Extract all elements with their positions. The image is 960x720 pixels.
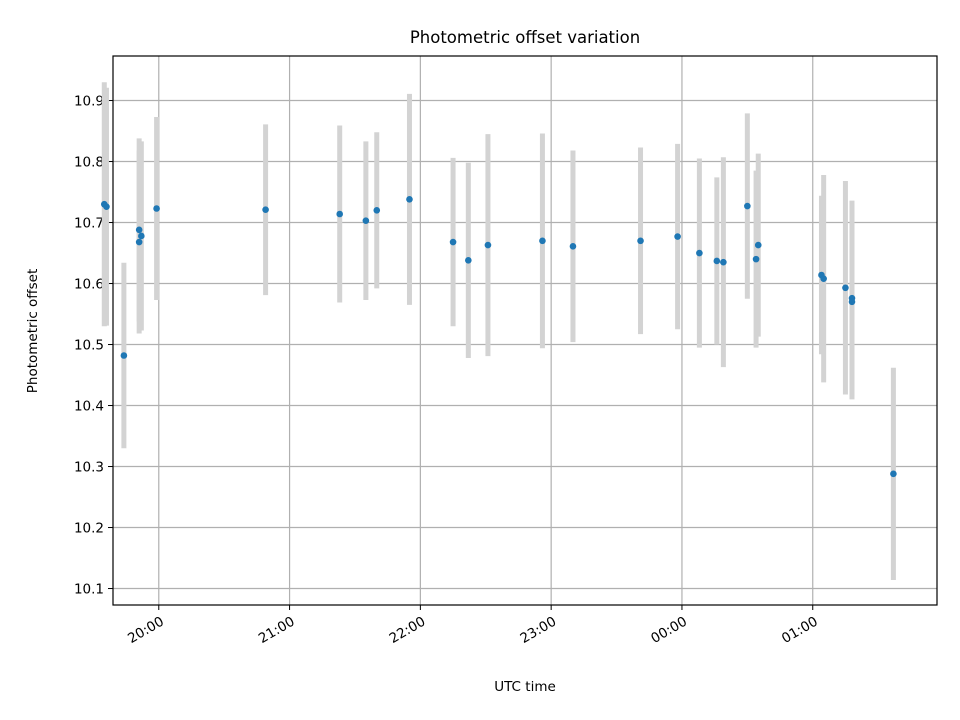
y-tick-label: 10.1 (74, 582, 104, 598)
data-point (842, 284, 849, 292)
data-point (674, 233, 681, 240)
y-tick-label: 10.4 (74, 399, 104, 415)
data-point (848, 298, 856, 306)
y-tick-label: 10.8 (74, 155, 104, 171)
data-point (465, 257, 472, 264)
data-point (362, 217, 370, 224)
x-axis-label: UTC time (494, 679, 556, 695)
y-axis-label: Photometric offset (25, 269, 41, 393)
data-point (153, 205, 160, 212)
data-point (539, 237, 546, 245)
data-point (135, 238, 143, 246)
data-point (696, 249, 703, 257)
chart-title: Photometric offset variation (410, 28, 640, 47)
data-points (100, 196, 897, 478)
data-point (120, 352, 128, 359)
data-point (890, 470, 897, 478)
y-tick-label: 10.9 (74, 94, 104, 110)
data-point (720, 258, 727, 266)
data-point (103, 203, 110, 210)
y-tick-label: 10.5 (74, 338, 104, 354)
y-tick-label: 10.2 (74, 521, 104, 537)
data-point (406, 196, 413, 203)
data-point (713, 257, 721, 265)
data-point (744, 202, 751, 210)
y-tick-label: 10.7 (74, 216, 104, 232)
data-point (637, 237, 644, 245)
y-tick-label: 10.6 (74, 277, 104, 293)
data-point (569, 243, 577, 250)
data-point (262, 206, 269, 214)
data-point (754, 241, 762, 249)
data-point (449, 238, 457, 246)
y-axis-ticks: 10.1 10.2 10.3 10.4 10.5 10.6 10.7 10.8 10.9 (74, 94, 113, 598)
data-point (820, 275, 827, 282)
plot-frame (112, 55, 938, 606)
y-tick-label: 10.3 (74, 460, 104, 476)
data-point (752, 255, 760, 263)
data-point (373, 207, 381, 214)
data-point (138, 232, 145, 240)
grid (113, 56, 937, 605)
data-point (135, 226, 143, 234)
data-point (336, 210, 344, 218)
data-point (484, 241, 492, 249)
